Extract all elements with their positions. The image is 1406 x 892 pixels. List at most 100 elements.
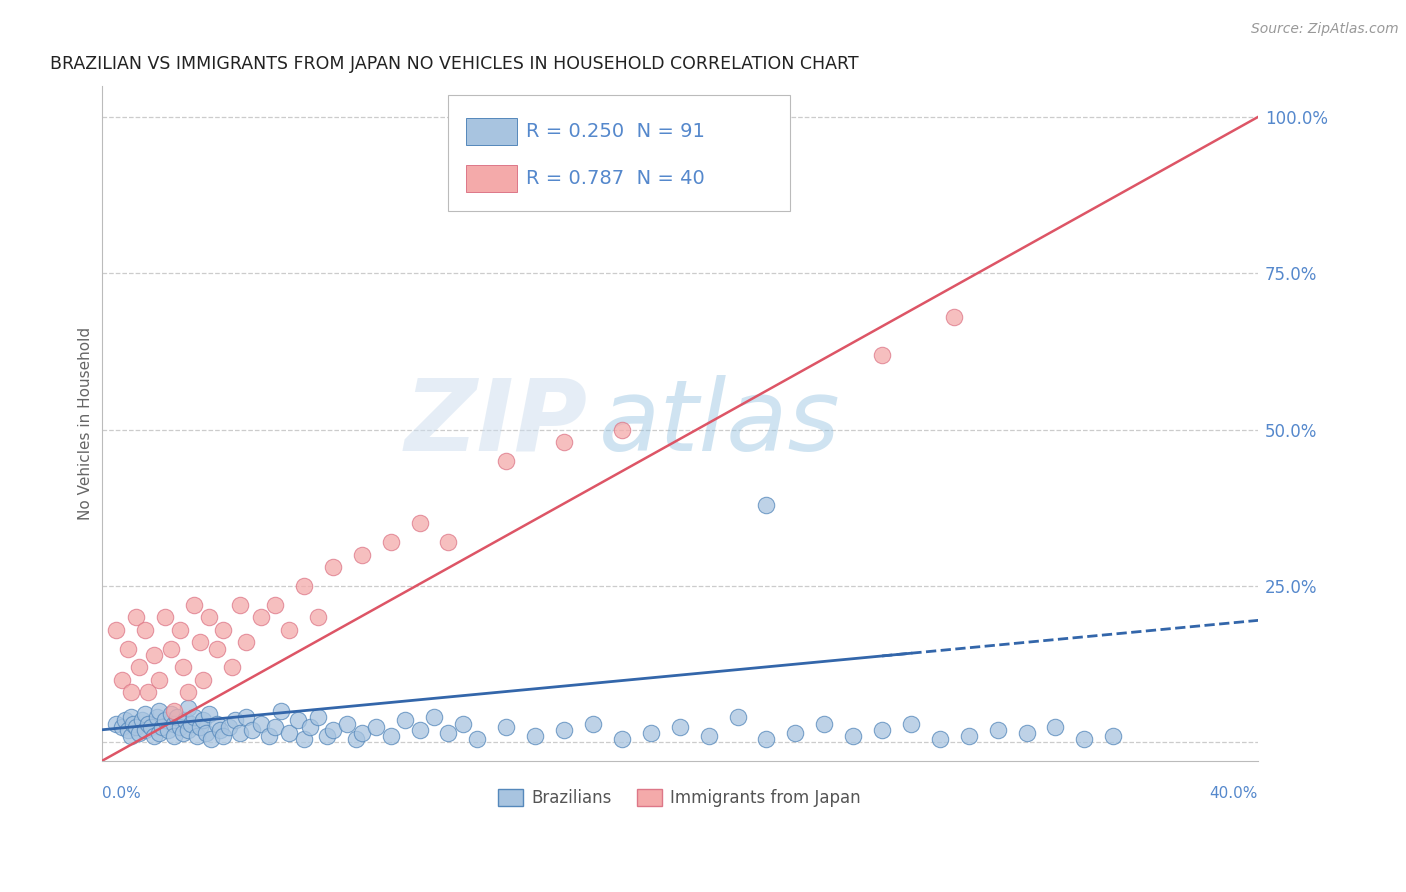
Point: [640, 726, 662, 740]
Point: [172, 660, 194, 674]
Point: [785, 726, 807, 740]
Point: [131, 714, 153, 728]
Point: [120, 685, 142, 699]
Point: [148, 726, 170, 740]
Point: [105, 623, 128, 637]
FancyBboxPatch shape: [465, 166, 516, 192]
Point: [322, 560, 344, 574]
Point: [188, 635, 211, 649]
Point: [218, 720, 240, 734]
Text: Source: ZipAtlas.com: Source: ZipAtlas.com: [1251, 22, 1399, 37]
Point: [259, 729, 281, 743]
Point: [292, 732, 315, 747]
Text: 0.0%: 0.0%: [101, 786, 141, 801]
Point: [235, 635, 257, 649]
Point: [900, 716, 922, 731]
Point: [177, 723, 200, 737]
Point: [209, 723, 232, 737]
Point: [755, 498, 778, 512]
Point: [366, 720, 388, 734]
Point: [495, 720, 517, 734]
Point: [212, 623, 235, 637]
Point: [120, 729, 142, 743]
Point: [191, 714, 214, 728]
Point: [813, 716, 835, 731]
Point: [582, 716, 605, 731]
Point: [553, 723, 575, 737]
Point: [163, 704, 186, 718]
Point: [292, 579, 315, 593]
Point: [943, 310, 966, 325]
Text: atlas: atlas: [599, 375, 841, 472]
Point: [166, 710, 188, 724]
FancyBboxPatch shape: [465, 119, 516, 145]
Point: [174, 714, 197, 728]
Text: 40.0%: 40.0%: [1209, 786, 1258, 801]
Point: [322, 723, 344, 737]
Point: [668, 720, 690, 734]
Point: [755, 732, 778, 747]
Point: [221, 660, 243, 674]
Point: [191, 673, 214, 687]
FancyBboxPatch shape: [449, 95, 790, 211]
Point: [183, 710, 205, 724]
Point: [408, 723, 430, 737]
Text: BRAZILIAN VS IMMIGRANTS FROM JAPAN NO VEHICLES IN HOUSEHOLD CORRELATION CHART: BRAZILIAN VS IMMIGRANTS FROM JAPAN NO VE…: [49, 55, 858, 73]
Point: [437, 535, 460, 549]
Point: [307, 610, 329, 624]
Point: [114, 714, 136, 728]
Point: [307, 710, 329, 724]
Text: R = 0.250  N = 91: R = 0.250 N = 91: [526, 121, 704, 141]
Point: [336, 716, 359, 731]
Point: [136, 716, 159, 731]
Point: [350, 726, 373, 740]
Point: [194, 726, 217, 740]
Text: ZIP: ZIP: [404, 375, 588, 472]
Point: [160, 641, 183, 656]
Point: [264, 720, 287, 734]
Point: [160, 707, 183, 722]
Legend: Brazilians, Immigrants from Japan: Brazilians, Immigrants from Japan: [492, 782, 868, 814]
Point: [1102, 729, 1125, 743]
Point: [111, 720, 134, 734]
Point: [177, 701, 200, 715]
Point: [350, 548, 373, 562]
Point: [270, 704, 292, 718]
Point: [344, 732, 367, 747]
Point: [524, 729, 547, 743]
Point: [150, 720, 173, 734]
Point: [235, 710, 257, 724]
Point: [394, 714, 416, 728]
Y-axis label: No Vehicles in Household: No Vehicles in Household: [79, 326, 93, 520]
Point: [134, 707, 156, 722]
Point: [1015, 726, 1038, 740]
Point: [111, 673, 134, 687]
Point: [125, 720, 148, 734]
Point: [142, 729, 165, 743]
Point: [610, 732, 633, 747]
Point: [278, 623, 301, 637]
Point: [380, 535, 402, 549]
Point: [122, 716, 145, 731]
Point: [727, 710, 749, 724]
Point: [316, 729, 339, 743]
Point: [229, 726, 252, 740]
Point: [117, 641, 139, 656]
Point: [117, 723, 139, 737]
Point: [380, 729, 402, 743]
Point: [153, 610, 176, 624]
Point: [142, 648, 165, 662]
Point: [1045, 720, 1067, 734]
Point: [172, 726, 194, 740]
Point: [451, 716, 474, 731]
Point: [870, 348, 893, 362]
Point: [610, 423, 633, 437]
Point: [224, 714, 246, 728]
Point: [437, 726, 460, 740]
Point: [229, 598, 252, 612]
Point: [197, 707, 219, 722]
Point: [200, 732, 222, 747]
Point: [240, 723, 263, 737]
Point: [495, 454, 517, 468]
Point: [842, 729, 865, 743]
